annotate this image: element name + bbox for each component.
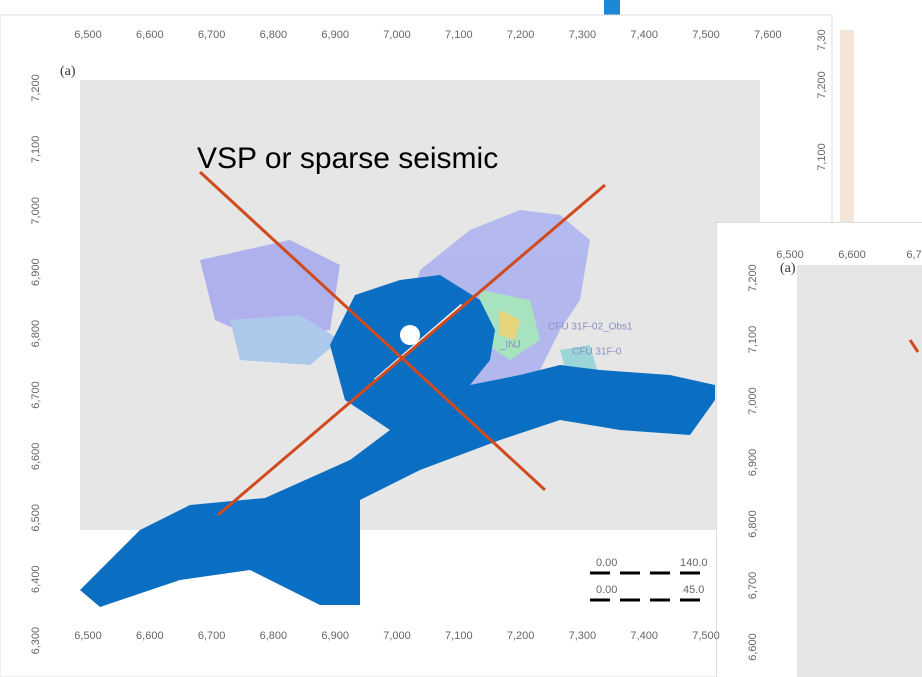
panel-label: (a) <box>780 261 796 276</box>
axis-label: 6,600 <box>136 630 164 642</box>
axis-label: 7,600 <box>754 29 782 41</box>
axis-label: 7,000 <box>383 630 411 642</box>
scale-label: 0.00 <box>596 557 617 569</box>
axis-label: 6,900 <box>321 630 349 642</box>
scale-label: 45.0 <box>683 584 704 596</box>
axis-label: 7,300 <box>569 29 597 41</box>
axis-label: 6,700 <box>747 572 759 600</box>
axis-label: 7,100 <box>445 29 473 41</box>
axis-label: 6,800 <box>260 630 288 642</box>
axis-label: 7,100 <box>445 630 473 642</box>
well-label: _INJ <box>499 340 521 351</box>
axis-label: 6,7 <box>906 249 921 261</box>
axis-label: 7,500 <box>692 630 720 642</box>
axis-label: 6,900 <box>321 29 349 41</box>
axis-label: 7,100 <box>747 326 759 354</box>
axis-label: 7,000 <box>30 197 42 225</box>
axis-label: 6,900 <box>30 258 42 286</box>
axis-label: 6,700 <box>30 381 42 409</box>
axis-label: 6,500 <box>30 504 42 532</box>
axis-label: 6,800 <box>260 29 288 41</box>
axis-label: 7,30 <box>816 29 828 50</box>
slide: VSP or sparse seismic (a) (a) 6,500 6,600… <box>0 0 922 677</box>
axis-label: 6,300 <box>30 627 42 655</box>
axis-label: 6,600 <box>838 249 866 261</box>
icon <box>604 0 620 16</box>
axis-label: 7,100 <box>30 136 42 164</box>
axis-label: 7,200 <box>507 29 535 41</box>
axis-label: 7,200 <box>507 630 535 642</box>
axis-label: 6,400 <box>30 565 42 593</box>
axis-label: 6,700 <box>198 630 226 642</box>
axis-label: 7,000 <box>747 387 759 415</box>
axis-label: 6,600 <box>30 443 42 471</box>
axis-label: 7,200 <box>816 71 828 99</box>
axis-label: 7,400 <box>630 630 658 642</box>
panel-label: (a) <box>60 64 76 79</box>
axis-label: 6,500 <box>74 630 102 642</box>
axis-label: 6,600 <box>136 29 164 41</box>
axis-label: 6,700 <box>198 29 226 41</box>
well-label: CFU 31F-02_Obs1 <box>548 322 633 333</box>
axis-label: 7,300 <box>569 630 597 642</box>
scale-label: 0.00 <box>596 584 617 596</box>
axis-label: 7,500 <box>692 29 720 41</box>
axis-label: 7,000 <box>383 29 411 41</box>
axis-label: 6,600 <box>747 633 759 661</box>
axis-label: 6,800 <box>30 320 42 348</box>
axis-label: 6,800 <box>747 510 759 538</box>
overlay-title: VSP or sparse seismic <box>197 142 498 175</box>
axis-label: 6,500 <box>74 29 102 41</box>
axis-label: 7,100 <box>816 143 828 171</box>
axis-label: 7,400 <box>630 29 658 41</box>
axis-label: 6,900 <box>747 449 759 477</box>
scale-label: 140.0 <box>680 557 708 569</box>
map-area <box>797 265 922 677</box>
axis-label: 7,200 <box>30 74 42 102</box>
axis-label: 6,500 <box>776 249 804 261</box>
well-label: CFU 31F-0 <box>572 347 622 358</box>
axis-label: 7,200 <box>747 264 759 292</box>
